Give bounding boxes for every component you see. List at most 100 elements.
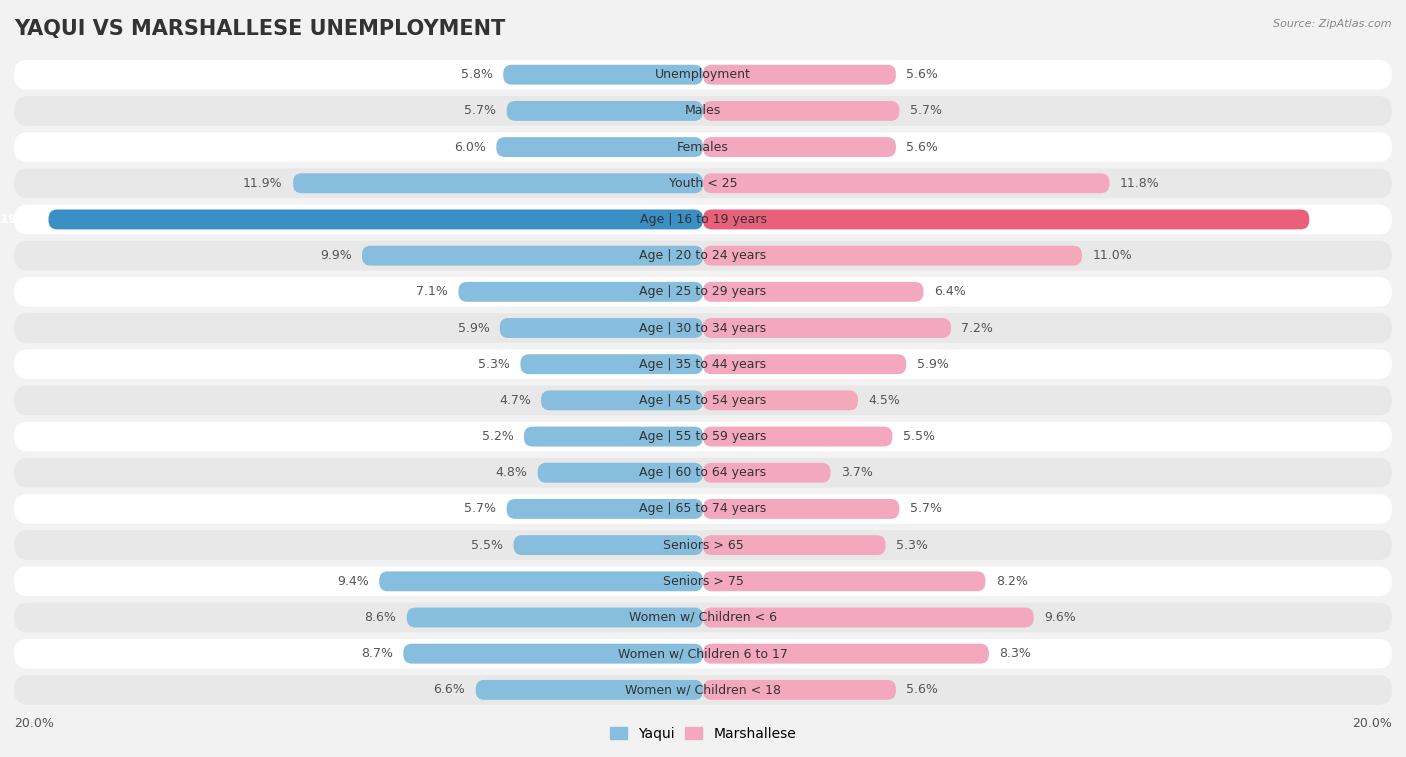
Text: 5.7%: 5.7%: [910, 503, 942, 516]
FancyBboxPatch shape: [537, 463, 703, 483]
FancyBboxPatch shape: [14, 566, 1392, 597]
Text: 5.7%: 5.7%: [910, 104, 942, 117]
FancyBboxPatch shape: [703, 391, 858, 410]
Text: 5.9%: 5.9%: [457, 322, 489, 335]
Text: Age | 65 to 74 years: Age | 65 to 74 years: [640, 503, 766, 516]
FancyBboxPatch shape: [14, 385, 1392, 415]
Text: 5.3%: 5.3%: [896, 539, 928, 552]
FancyBboxPatch shape: [703, 535, 886, 555]
FancyBboxPatch shape: [703, 463, 831, 483]
Text: 5.5%: 5.5%: [903, 430, 935, 443]
Text: 5.2%: 5.2%: [482, 430, 513, 443]
FancyBboxPatch shape: [406, 608, 703, 628]
Text: 8.3%: 8.3%: [1000, 647, 1031, 660]
FancyBboxPatch shape: [14, 531, 1392, 560]
Text: Age | 35 to 44 years: Age | 35 to 44 years: [640, 358, 766, 371]
FancyBboxPatch shape: [703, 427, 893, 447]
FancyBboxPatch shape: [48, 210, 703, 229]
FancyBboxPatch shape: [292, 173, 703, 193]
FancyBboxPatch shape: [703, 608, 1033, 628]
FancyBboxPatch shape: [14, 494, 1392, 524]
Text: 4.7%: 4.7%: [499, 394, 531, 407]
Text: 4.8%: 4.8%: [495, 466, 527, 479]
Text: 5.6%: 5.6%: [907, 141, 938, 154]
FancyBboxPatch shape: [506, 101, 703, 121]
FancyBboxPatch shape: [703, 354, 907, 374]
FancyBboxPatch shape: [361, 246, 703, 266]
FancyBboxPatch shape: [14, 603, 1392, 632]
Text: 3.7%: 3.7%: [841, 466, 873, 479]
FancyBboxPatch shape: [380, 572, 703, 591]
Text: Age | 55 to 59 years: Age | 55 to 59 years: [640, 430, 766, 443]
FancyBboxPatch shape: [14, 96, 1392, 126]
FancyBboxPatch shape: [541, 391, 703, 410]
FancyBboxPatch shape: [703, 173, 1109, 193]
Text: 5.7%: 5.7%: [464, 503, 496, 516]
Text: YAQUI VS MARSHALLESE UNEMPLOYMENT: YAQUI VS MARSHALLESE UNEMPLOYMENT: [14, 19, 505, 39]
Legend: Yaqui, Marshallese: Yaqui, Marshallese: [610, 727, 796, 741]
Text: Women w/ Children < 18: Women w/ Children < 18: [626, 684, 780, 696]
Text: 11.9%: 11.9%: [243, 177, 283, 190]
Text: Unemployment: Unemployment: [655, 68, 751, 81]
FancyBboxPatch shape: [14, 422, 1392, 451]
FancyBboxPatch shape: [503, 65, 703, 85]
FancyBboxPatch shape: [703, 643, 988, 664]
FancyBboxPatch shape: [14, 60, 1392, 89]
FancyBboxPatch shape: [14, 458, 1392, 488]
FancyBboxPatch shape: [14, 350, 1392, 379]
FancyBboxPatch shape: [14, 277, 1392, 307]
FancyBboxPatch shape: [703, 246, 1083, 266]
Text: 5.6%: 5.6%: [907, 684, 938, 696]
FancyBboxPatch shape: [14, 675, 1392, 705]
FancyBboxPatch shape: [703, 137, 896, 157]
Text: 9.4%: 9.4%: [337, 575, 368, 587]
FancyBboxPatch shape: [703, 680, 896, 699]
Text: 6.6%: 6.6%: [433, 684, 465, 696]
FancyBboxPatch shape: [404, 643, 703, 664]
Text: 20.0%: 20.0%: [1353, 717, 1392, 730]
Text: 5.8%: 5.8%: [461, 68, 494, 81]
Text: 9.9%: 9.9%: [321, 249, 352, 262]
FancyBboxPatch shape: [14, 639, 1392, 668]
Text: Seniors > 65: Seniors > 65: [662, 539, 744, 552]
FancyBboxPatch shape: [475, 680, 703, 699]
Text: 19.0%: 19.0%: [0, 213, 44, 226]
Text: Seniors > 75: Seniors > 75: [662, 575, 744, 587]
Text: Males: Males: [685, 104, 721, 117]
FancyBboxPatch shape: [458, 282, 703, 302]
FancyBboxPatch shape: [703, 65, 896, 85]
Text: Source: ZipAtlas.com: Source: ZipAtlas.com: [1274, 19, 1392, 29]
FancyBboxPatch shape: [524, 427, 703, 447]
Text: 8.6%: 8.6%: [364, 611, 396, 624]
Text: 17.6%: 17.6%: [1315, 213, 1358, 226]
FancyBboxPatch shape: [703, 282, 924, 302]
FancyBboxPatch shape: [520, 354, 703, 374]
Text: Age | 30 to 34 years: Age | 30 to 34 years: [640, 322, 766, 335]
FancyBboxPatch shape: [703, 101, 900, 121]
Text: Age | 45 to 54 years: Age | 45 to 54 years: [640, 394, 766, 407]
Text: Women w/ Children 6 to 17: Women w/ Children 6 to 17: [619, 647, 787, 660]
Text: 4.5%: 4.5%: [869, 394, 900, 407]
Text: 7.2%: 7.2%: [962, 322, 993, 335]
FancyBboxPatch shape: [513, 535, 703, 555]
Text: 5.3%: 5.3%: [478, 358, 510, 371]
Text: 8.2%: 8.2%: [995, 575, 1028, 587]
Text: 11.8%: 11.8%: [1119, 177, 1160, 190]
Text: Age | 16 to 19 years: Age | 16 to 19 years: [640, 213, 766, 226]
Text: Youth < 25: Youth < 25: [669, 177, 737, 190]
Text: 5.7%: 5.7%: [464, 104, 496, 117]
Text: 11.0%: 11.0%: [1092, 249, 1132, 262]
FancyBboxPatch shape: [496, 137, 703, 157]
FancyBboxPatch shape: [703, 572, 986, 591]
FancyBboxPatch shape: [703, 318, 950, 338]
FancyBboxPatch shape: [703, 499, 900, 519]
Text: 5.6%: 5.6%: [907, 68, 938, 81]
FancyBboxPatch shape: [14, 168, 1392, 198]
Text: 5.9%: 5.9%: [917, 358, 949, 371]
Text: 7.1%: 7.1%: [416, 285, 449, 298]
FancyBboxPatch shape: [14, 241, 1392, 270]
FancyBboxPatch shape: [499, 318, 703, 338]
Text: Age | 20 to 24 years: Age | 20 to 24 years: [640, 249, 766, 262]
Text: 6.0%: 6.0%: [454, 141, 486, 154]
FancyBboxPatch shape: [14, 313, 1392, 343]
